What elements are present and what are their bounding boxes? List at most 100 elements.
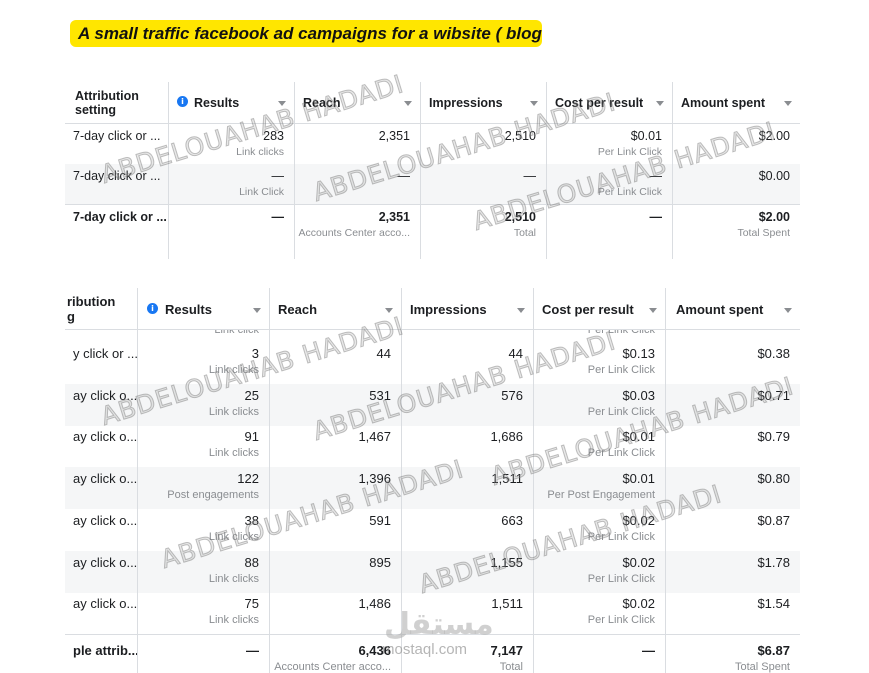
column-header-impressions[interactable]: Impressions bbox=[421, 82, 547, 123]
cell-amount-spent: $0.79 bbox=[666, 425, 800, 467]
cell-reach: 1,467 bbox=[270, 425, 402, 468]
cell-subtext: Link clicks bbox=[236, 146, 284, 158]
info-icon[interactable]: i bbox=[147, 303, 158, 314]
cell-amount-spent: $0.38 bbox=[666, 342, 800, 384]
cell-value: 1,511 bbox=[491, 596, 523, 612]
cell-value: $0.01 bbox=[630, 129, 662, 143]
cell-amount-spent: $0.80 bbox=[666, 467, 800, 509]
sort-icon[interactable] bbox=[517, 308, 525, 313]
cell-value: — bbox=[397, 169, 411, 183]
cell-value: 122 bbox=[237, 471, 259, 487]
column-header-reach[interactable]: Reach bbox=[295, 82, 421, 123]
column-header-attribution[interactable]: ribution g bbox=[65, 288, 138, 329]
cell-impressions: — bbox=[421, 164, 547, 204]
cell-results: 122 Post engagements bbox=[138, 467, 270, 510]
column-header-label: Reach bbox=[303, 96, 341, 110]
cell-value: 7-day click or ... bbox=[73, 210, 167, 224]
cell-value: $0.13 bbox=[622, 346, 655, 361]
table-row[interactable]: 7-day click or ... — Link Click — — — Per Link… bbox=[65, 164, 800, 204]
cell-attribution: 7-day click or ... bbox=[65, 205, 169, 259]
table-row[interactable]: ay click o... 25 Link clicks 531 576 $0.03 Per… bbox=[65, 383, 800, 426]
column-header-cost-per-result[interactable]: Cost per result bbox=[534, 288, 666, 329]
cell-value: 531 bbox=[369, 387, 391, 403]
sort-icon[interactable] bbox=[253, 308, 261, 313]
cell-attribution: ay click o... bbox=[65, 508, 138, 551]
sort-icon[interactable] bbox=[530, 101, 538, 106]
column-header-cost-per-result[interactable]: Cost per result bbox=[547, 82, 673, 123]
sort-icon[interactable] bbox=[385, 308, 393, 313]
cell-value: 6,436 bbox=[358, 642, 391, 658]
table-row[interactable]: ay click o... 122 Post engagements 1,396 1,5… bbox=[65, 467, 800, 510]
cell-value: $0.00 bbox=[758, 169, 790, 183]
cell-reach: 2,351 Accounts Center acco... bbox=[295, 205, 421, 259]
cell-value: 1,396 bbox=[358, 471, 391, 487]
cell-cost-per-result: $0.03 Per Link Click bbox=[534, 383, 666, 426]
cell-value: — bbox=[649, 169, 663, 183]
table-total-row[interactable]: ple attrib... — 6,436 Accounts Center acco.… bbox=[65, 633, 800, 673]
cell-value: $0.80 bbox=[757, 471, 790, 487]
cell-subtext: Per Link Click bbox=[587, 530, 655, 543]
column-header-attribution[interactable]: Attribution setting bbox=[65, 82, 169, 123]
cell-value: $6.87 bbox=[757, 642, 790, 658]
column-header-results[interactable]: i Results bbox=[169, 82, 295, 123]
cell-subtext: Per Link Click bbox=[587, 405, 655, 418]
table-row[interactable]: 7-day click or ... 283 Link clicks 2,351 2,5… bbox=[65, 124, 800, 164]
cell-reach: 591 bbox=[270, 508, 402, 551]
cell-value: 44 bbox=[376, 346, 391, 361]
column-header-label: Results bbox=[165, 302, 212, 317]
cell-attribution: ay click o... bbox=[65, 383, 138, 426]
campaign-table-1: Attribution setting i Results Reach Impr… bbox=[65, 82, 800, 259]
cell-value: $2.00 bbox=[758, 129, 790, 143]
column-header-amount-spent[interactable]: Amount spent bbox=[666, 288, 800, 329]
cell-value: 1,467 bbox=[358, 429, 391, 445]
cell-amount-spent bbox=[666, 330, 800, 342]
table-row[interactable]: 7-day click or ... — 2,351 Accounts Center … bbox=[65, 204, 800, 259]
column-header-amount-spent[interactable]: Amount spent bbox=[673, 82, 800, 123]
sort-icon[interactable] bbox=[404, 101, 412, 106]
cell-value: ay click o... bbox=[73, 554, 138, 570]
column-header-reach[interactable]: Reach bbox=[270, 288, 402, 329]
cell-reach: 6,436 Accounts Center acco... bbox=[270, 634, 402, 673]
sort-icon[interactable] bbox=[784, 101, 792, 106]
sort-icon[interactable] bbox=[784, 308, 792, 313]
cell-reach: 895 bbox=[270, 550, 402, 593]
table-row[interactable]: ay click o... 88 Link clicks 895 1,155 $0.02 P… bbox=[65, 550, 800, 593]
cell-value: ple attrib... bbox=[73, 642, 138, 658]
cell-cost-per-result: — bbox=[534, 634, 666, 673]
cell-amount-spent: $1.54 bbox=[666, 592, 800, 634]
cell-impressions: 2,510 bbox=[421, 124, 547, 164]
cell-attribution: 7-day click or ... bbox=[65, 164, 169, 204]
table-row[interactable]: ay click o... 75 Link clicks 1,486 1,511 $0.0… bbox=[65, 592, 800, 635]
column-header-results[interactable]: i Results bbox=[138, 288, 270, 329]
cell-value: 895 bbox=[369, 554, 391, 570]
cell-value: $0.79 bbox=[757, 429, 790, 445]
cell-cost-per-result: $0.01 Per Link Click bbox=[547, 124, 673, 164]
cell-subtext: Link Click bbox=[239, 186, 284, 198]
cell-reach: 44 bbox=[270, 342, 402, 384]
cell-results: — bbox=[169, 205, 295, 259]
table-row[interactable]: y click or ... 3 Link clicks 44 44 $0.13 Per L… bbox=[65, 342, 800, 384]
column-header-label: g bbox=[67, 309, 75, 324]
table-row[interactable]: ay click o... 91 Link clicks 1,467 1,686 $0.0… bbox=[65, 425, 800, 468]
cell-value: 1,155 bbox=[490, 554, 523, 570]
column-header-label: Impressions bbox=[410, 302, 487, 317]
cell-subtext: Total bbox=[499, 660, 523, 673]
cell-impressions: 7,147 Total bbox=[402, 634, 534, 673]
info-icon[interactable]: i bbox=[177, 96, 188, 107]
campaign-table-2: ribution g i Results Reach Impressions C… bbox=[65, 288, 800, 673]
sort-icon[interactable] bbox=[656, 101, 664, 106]
sort-icon[interactable] bbox=[649, 308, 657, 313]
table-row[interactable]: ay click o... 38 Link clicks 591 663 $0.02 Per… bbox=[65, 508, 800, 551]
column-header-impressions[interactable]: Impressions bbox=[402, 288, 534, 329]
cell-value: 91 bbox=[244, 429, 259, 445]
cell-value: ay click o... bbox=[73, 596, 138, 612]
cell-subtext: Per Link Click bbox=[587, 614, 655, 627]
cell-cost-per-result: $0.02 Per Link Click bbox=[534, 592, 666, 635]
column-header-label: Amount spent bbox=[681, 96, 766, 110]
cell-value: 38 bbox=[244, 512, 259, 528]
cell-value: — bbox=[246, 642, 259, 658]
column-header-label: Impressions bbox=[429, 96, 503, 110]
cell-amount-spent: $0.71 bbox=[666, 384, 800, 426]
sort-icon[interactable] bbox=[278, 101, 286, 106]
cell-subtext: Per Link Click bbox=[597, 146, 662, 158]
